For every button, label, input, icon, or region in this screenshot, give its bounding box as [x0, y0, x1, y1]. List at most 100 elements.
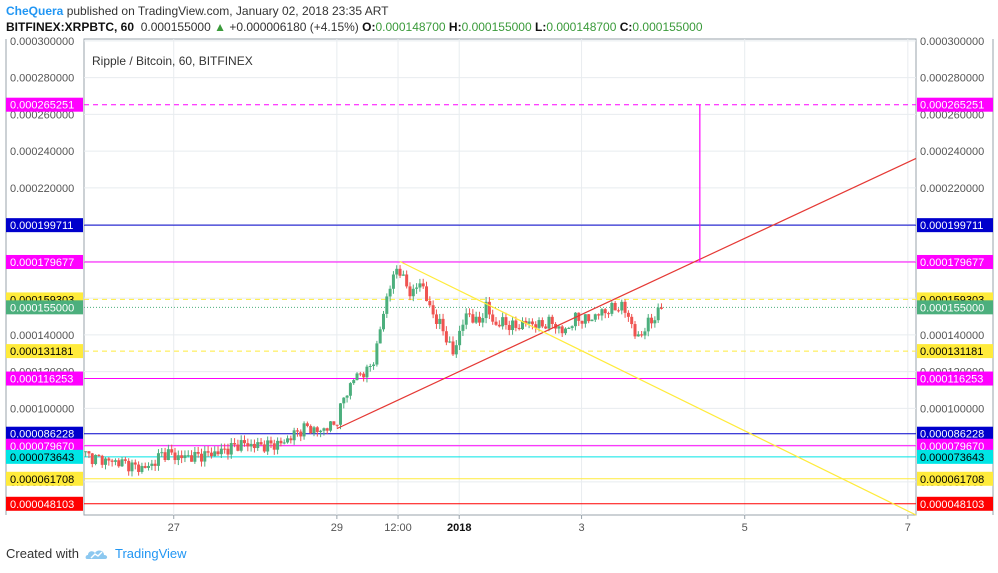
candle-body: [90, 453, 94, 465]
candle-body: [223, 448, 227, 450]
candle-body: [153, 463, 157, 466]
candle-body: [405, 274, 409, 287]
candle-body: [319, 430, 323, 433]
open-value: 0.000148700: [375, 20, 446, 34]
rising-red-trendline: [336, 157, 917, 430]
level-label-box-left: [6, 371, 83, 386]
candle-body: [252, 443, 256, 449]
candle-body: [567, 327, 571, 329]
candle-body: [315, 427, 319, 433]
candle-body: [246, 443, 250, 447]
candle-body: [458, 330, 462, 346]
y-tick-label-left: 0.000300000: [10, 37, 74, 48]
candle-body: [560, 326, 564, 334]
level-label-left: 0.000199711: [10, 220, 73, 232]
high-label: H:: [448, 20, 462, 34]
high-value: 0.000155000: [461, 20, 532, 34]
candle-body: [398, 268, 402, 276]
candle-body: [123, 459, 127, 461]
candle-body: [630, 316, 634, 325]
candle-body: [206, 451, 210, 453]
x-tick-label: 29: [331, 522, 343, 534]
candle-body: [190, 455, 194, 462]
candle-body: [282, 442, 286, 444]
candle-body: [233, 443, 237, 445]
level-label-box-right: [917, 254, 993, 269]
candle-body: [355, 373, 359, 381]
candle-body: [276, 440, 280, 450]
candle-body: [593, 314, 597, 320]
level-label-box-right: [917, 496, 993, 511]
plot-frame: [83, 38, 917, 516]
level-label-left: 0.000079670: [10, 441, 74, 453]
candle-body: [441, 318, 445, 332]
candle-body: [520, 320, 524, 330]
x-tick-label: 3: [579, 522, 585, 534]
candle-body: [137, 464, 141, 472]
level-label-left: 0.000048103: [10, 499, 74, 511]
candle-body: [616, 310, 620, 312]
candle-body: [421, 283, 425, 287]
author-link[interactable]: CheQuera: [6, 4, 64, 18]
x-tick-label: 12:00: [384, 522, 412, 534]
candle-body: [626, 312, 630, 317]
tradingview-link[interactable]: TradingView: [114, 546, 187, 561]
level-label-box-right: [917, 97, 993, 112]
candle-body: [305, 423, 309, 426]
candle-body: [623, 301, 627, 313]
candle-body: [107, 458, 111, 461]
level-label-right: 0.000179677: [920, 257, 984, 269]
candle-body: [494, 321, 498, 325]
candle-body: [653, 320, 657, 324]
candle-body: [213, 451, 217, 457]
candle-body: [183, 455, 187, 459]
level-label-box-right: [917, 344, 993, 359]
candle-body: [640, 334, 644, 336]
low-label: L:: [535, 20, 547, 34]
y-tick-label-right: 0.000260000: [920, 109, 984, 121]
candle-body: [600, 309, 604, 316]
level-label-right: 0.000116253: [920, 374, 983, 386]
candle-body: [375, 343, 379, 365]
candle-body: [113, 460, 117, 462]
candle-body: [312, 427, 316, 434]
candle-body: [279, 440, 283, 444]
candle-body: [408, 286, 412, 297]
candle-body: [117, 460, 121, 467]
candle-body: [302, 423, 306, 437]
candle-body: [401, 274, 405, 276]
candle-body: [292, 430, 296, 441]
candle-body: [613, 302, 617, 311]
level-label-box-left: [6, 471, 83, 486]
price-chart[interactable]: 0.000300000 0.000300000 0.000280000 0.00028…: [0, 37, 998, 545]
candle-body: [583, 314, 587, 324]
candle-body: [120, 459, 124, 467]
candle-body: [143, 466, 147, 468]
candle-body: [156, 453, 160, 466]
price-value: 0.000155000: [140, 20, 211, 34]
candle-body: [203, 451, 207, 462]
candle-body: [342, 397, 346, 404]
candle-body: [87, 451, 91, 454]
level-label-box-right: [917, 218, 993, 233]
candle-body: [643, 331, 647, 336]
level-label-right: 0.000073643: [920, 452, 984, 464]
level-label-box-left: [6, 254, 83, 269]
candle-body: [587, 314, 591, 322]
candle-body: [481, 318, 485, 323]
candle-body: [547, 316, 551, 329]
close-label: C:: [619, 20, 633, 34]
candle-body: [504, 317, 508, 325]
candle-body: [262, 444, 266, 452]
candle-body: [110, 460, 114, 462]
y-tick-label-right: 0.000280000: [920, 73, 984, 85]
created-with-text: Created with: [6, 546, 79, 561]
candle-body: [209, 452, 213, 457]
candle-body: [381, 313, 385, 330]
candle-body: [464, 313, 468, 325]
publish-line: CheQuera published on TradingView.com, J…: [6, 3, 994, 19]
candle-body: [564, 328, 568, 334]
candle-body: [372, 364, 376, 366]
candle-body: [570, 326, 574, 328]
candle-body: [573, 312, 577, 327]
